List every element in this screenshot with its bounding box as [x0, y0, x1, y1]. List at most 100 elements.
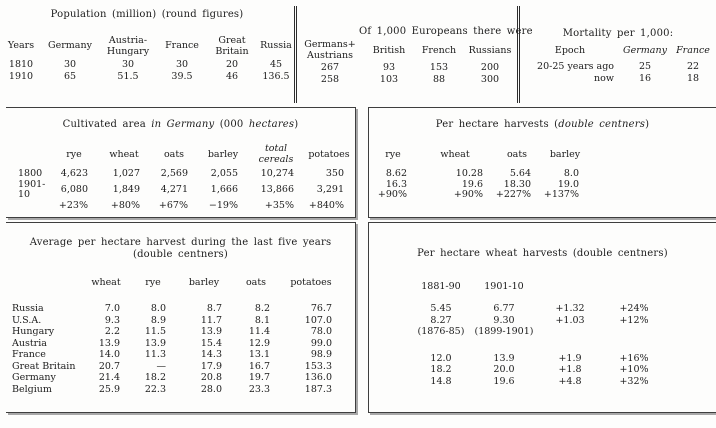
europeans-table: Germans+ Austrians British French Russia…: [297, 38, 517, 86]
table-row: 1810 30 30 30 20 45: [0, 59, 294, 71]
value-cell: 350: [325, 168, 344, 179]
value-cell: 16.7: [248, 360, 270, 372]
column-header: wheat: [91, 277, 121, 288]
row-label: 1901-10: [18, 178, 46, 200]
title-text: ): [294, 119, 299, 130]
value-cell: 46: [225, 71, 239, 82]
value-cell: 17.9: [200, 360, 222, 372]
table-row: 14.8 19.6 +4.8 +32%: [409, 376, 663, 388]
value-cell: 13.9: [493, 352, 515, 364]
column-header: wheat: [440, 148, 470, 160]
value-cell: +1.32: [555, 303, 585, 314]
value-cell: 19.0: [557, 178, 579, 190]
value-cell: 12.9: [248, 337, 270, 349]
row-label: [6, 201, 50, 212]
table-row: Austria 13.9 13.9 15.4 12.9 99.0: [6, 338, 342, 350]
value-cell: 16: [638, 73, 652, 84]
row-label: now: [594, 73, 614, 84]
value-cell: 3,291: [316, 183, 344, 195]
title-text: Cultivated area: [62, 119, 146, 130]
double-rule-divider: [294, 6, 297, 103]
row-label: 20-25 years ago: [537, 61, 614, 72]
value-cell: 2,569: [160, 168, 188, 179]
column-header: 1901-10: [484, 281, 524, 292]
value-cell: 16.3: [385, 178, 407, 190]
header-row: Epoch Germany France: [520, 39, 716, 61]
row-label: 1910: [8, 71, 34, 82]
value-cell: 93: [382, 62, 396, 73]
row-label: France: [12, 349, 46, 360]
value-cell: 6,080: [60, 183, 88, 195]
value-cell: 4,271: [160, 183, 188, 195]
spacer-row: [409, 338, 663, 353]
table-row: 8.27 9.30 +1.03 +12%: [409, 315, 663, 327]
value-cell: 45: [269, 59, 283, 70]
value-cell: +4.8: [558, 375, 582, 387]
value-cell: +32%: [619, 375, 649, 387]
value-cell: 13.1: [248, 349, 270, 360]
cultivated-area-table: rye wheat oats barley total cereals pota…: [6, 139, 354, 211]
value-cell: 21.4: [98, 372, 120, 383]
value-cell: 136.5: [262, 71, 290, 82]
value-cell: 2.2: [104, 326, 120, 337]
value-cell: [605, 326, 663, 338]
bottom-band: Average per hectare harvest during the l…: [0, 222, 716, 413]
value-cell: +1.8: [558, 364, 582, 375]
table-row: Belgium 25.9 22.3 28.0 23.3 187.3: [6, 384, 342, 396]
value-cell: 65: [63, 71, 77, 82]
value-cell: 28.0: [200, 383, 222, 395]
value-cell: 39.5: [171, 71, 193, 82]
value-cell: 18.2: [430, 364, 452, 375]
value-cell: +1.03: [555, 314, 585, 326]
value-cell: 11.3: [144, 349, 166, 360]
value-cell: 20.0: [493, 364, 515, 375]
value-cell: 1,849: [112, 183, 140, 195]
value-cell: 9.3: [104, 314, 120, 326]
value-cell: 1,666: [210, 183, 238, 195]
row-label: 1810: [8, 59, 34, 70]
column-header: Russia: [260, 40, 292, 51]
value-cell: 22: [686, 61, 700, 72]
population-title: Population (million) (round figures): [50, 9, 244, 20]
average-harvest-table: wheat rye barley oats potatoes Russia 7.…: [6, 277, 342, 395]
column-header: [535, 281, 605, 303]
table-row: 18.2 20.0 +1.8 +10%: [409, 364, 663, 376]
value-cell: 18.2: [144, 372, 166, 383]
value-cell: 76.7: [310, 303, 332, 314]
value-cell: 19.6: [493, 375, 515, 387]
value-cell: 8.9: [150, 314, 166, 326]
table-row: 5.45 6.77 +1.32 +24%: [409, 303, 663, 315]
column-header: Great Britain: [215, 34, 249, 57]
middle-band: Cultivated area in Germany (000 hectares…: [0, 107, 716, 218]
per-hectare-harvests-section: Per hectare harvests (double centners) r…: [368, 107, 716, 218]
table-row: Great Britain 20.7 — 17.9 16.7 153.3: [6, 361, 342, 373]
column-header: total cereals: [258, 143, 294, 165]
value-cell: 20: [225, 59, 239, 70]
value-cell: +80%: [110, 199, 140, 211]
value-cell: 23.3: [248, 383, 270, 395]
column-header: Germans+ Austrians: [304, 39, 356, 61]
table-row: 1910 65 51.5 39.5 46 136.5: [0, 71, 294, 83]
column-header: rye: [145, 277, 161, 288]
value-cell: +90%: [453, 189, 483, 200]
title-line: Average per hectare harvest during the l…: [29, 237, 332, 248]
value-cell: 19.6: [461, 178, 483, 190]
column-header: barley: [549, 148, 581, 160]
column-header: Germany: [48, 40, 92, 51]
value-cell: 5.45: [430, 303, 452, 314]
table-row: France 14.0 11.3 14.3 13.1 98.9: [6, 349, 342, 361]
value-cell: +90%: [377, 189, 407, 200]
value-cell: 30: [121, 59, 135, 70]
table-row: 1800 4,623 1,027 2,569 2,055 10,274 350: [6, 168, 354, 180]
value-cell: 1,027: [112, 168, 140, 179]
title-text: in Germany: [151, 119, 215, 130]
header-row: rye wheat oats barley: [369, 139, 589, 169]
table-row: +23% +80% +67% −19% +35% +840%: [6, 199, 354, 212]
value-cell: +840%: [308, 199, 344, 211]
column-header: [6, 139, 50, 169]
table-row: (1876-85) (1899-1901): [409, 326, 663, 338]
cultivated-area-section: Cultivated area in Germany (000 hectares…: [6, 107, 356, 218]
value-cell: 9.30: [493, 314, 515, 326]
row-label: Great Britain: [12, 360, 76, 372]
